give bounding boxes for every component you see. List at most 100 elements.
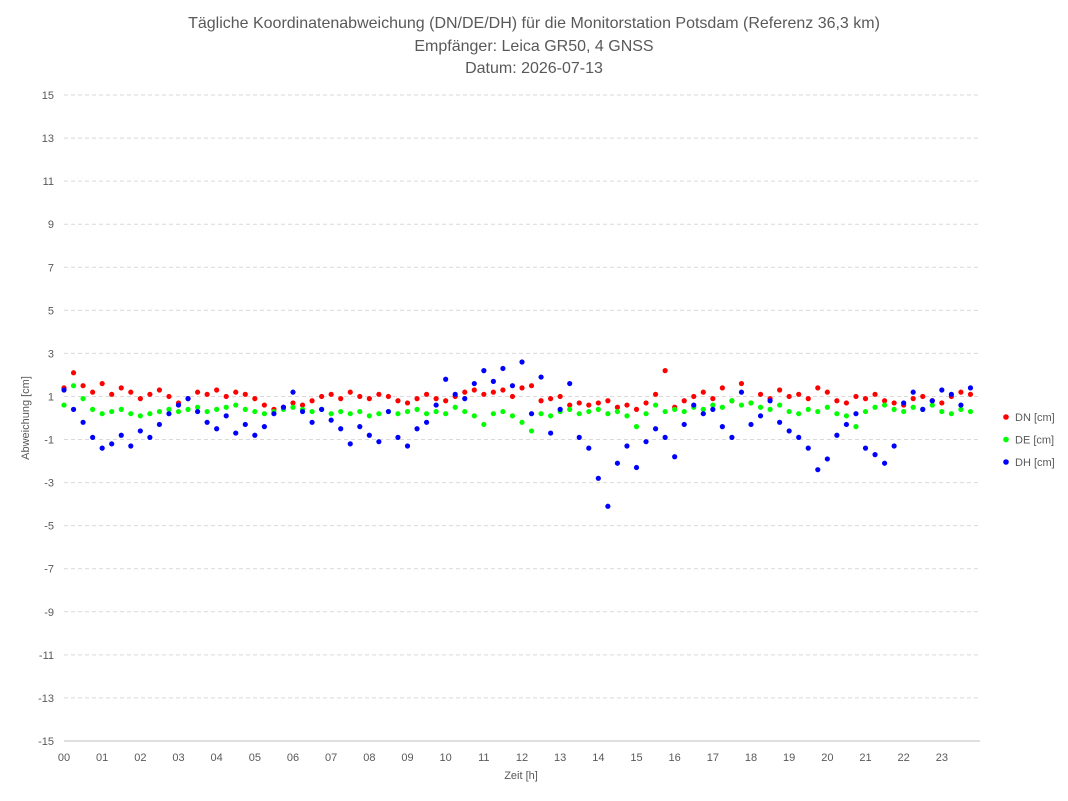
data-point <box>90 406 96 412</box>
data-point <box>452 391 458 397</box>
data-point <box>385 408 392 415</box>
data-point <box>652 426 659 432</box>
data-point <box>633 424 640 430</box>
data-point <box>328 417 334 423</box>
y-tick-label: -7 <box>44 564 54 576</box>
x-tick-label: 18 <box>745 752 757 764</box>
data-point <box>280 404 287 410</box>
x-axis-title: Zeit [h] <box>504 770 538 782</box>
data-point <box>805 396 811 402</box>
data-point <box>891 400 897 406</box>
data-point <box>757 404 764 410</box>
data-point <box>538 374 544 380</box>
data-point <box>242 421 248 428</box>
data-point <box>891 443 897 449</box>
x-tick-label: 04 <box>211 752 223 764</box>
data-point <box>147 434 153 440</box>
data-point <box>652 391 659 397</box>
data-point <box>567 402 573 408</box>
data-point <box>548 430 554 436</box>
data-point <box>128 443 134 449</box>
data-point <box>500 365 506 372</box>
data-point <box>853 393 859 400</box>
data-point <box>920 393 926 400</box>
data-point <box>290 404 296 410</box>
data-point <box>967 385 974 391</box>
data-point <box>881 460 888 466</box>
x-tick-label: 19 <box>783 752 795 764</box>
data-point <box>70 383 77 389</box>
data-point <box>443 376 449 382</box>
data-point <box>261 424 267 430</box>
legend-marker <box>1003 414 1009 420</box>
data-point <box>338 408 344 415</box>
data-point <box>471 387 477 393</box>
data-point <box>61 387 67 393</box>
data-point <box>395 434 401 440</box>
x-axis-ticks: 00 01 02 03 04 05 06 07 08 09 10 11 12 13 14 15 16 17 18 19… <box>58 752 948 764</box>
data-point <box>70 370 77 376</box>
x-tick-label: 01 <box>96 752 108 764</box>
data-point <box>423 391 430 397</box>
data-point <box>223 413 229 419</box>
data-point <box>796 411 802 417</box>
data-point <box>319 406 325 412</box>
data-point <box>433 396 439 402</box>
data-point <box>700 406 706 412</box>
data-point <box>214 406 220 412</box>
data-point <box>872 452 878 458</box>
y-tick-label: -15 <box>38 736 54 748</box>
x-tick-label: 13 <box>554 752 566 764</box>
data-point <box>939 387 945 393</box>
data-point <box>490 389 496 395</box>
data-point <box>624 443 630 449</box>
data-point <box>385 393 392 400</box>
data-point <box>815 408 821 415</box>
data-point <box>366 432 372 438</box>
data-point <box>652 402 659 408</box>
data-point <box>309 419 315 425</box>
plot-area <box>61 359 974 509</box>
data-point <box>376 391 382 397</box>
y-tick-label: -5 <box>44 521 54 533</box>
data-point <box>185 396 191 402</box>
data-point <box>719 424 725 430</box>
x-tick-label: 14 <box>592 752 604 764</box>
data-point <box>299 402 306 408</box>
data-point <box>939 408 945 415</box>
data-point <box>223 404 229 410</box>
data-point <box>194 404 201 410</box>
data-point <box>443 411 449 417</box>
data-point <box>338 396 344 402</box>
data-point <box>500 387 506 393</box>
data-point <box>528 428 535 434</box>
data-point <box>843 400 850 406</box>
data-point <box>605 398 611 404</box>
data-point <box>710 402 716 408</box>
data-point <box>881 398 888 404</box>
data-point <box>175 402 182 408</box>
data-point <box>643 411 649 417</box>
data-point <box>271 411 277 417</box>
chart-title-line-3: Datum: 2026-07-13 <box>465 60 603 77</box>
data-point <box>519 359 525 365</box>
data-point <box>156 387 163 393</box>
data-point <box>500 408 506 415</box>
y-tick-label: -9 <box>44 607 54 619</box>
data-point <box>214 387 220 393</box>
data-point <box>99 445 105 451</box>
data-point <box>252 432 258 438</box>
data-point <box>90 389 96 395</box>
data-point <box>834 411 840 417</box>
data-point <box>910 389 916 395</box>
y-tick-label: 9 <box>48 219 54 231</box>
data-point <box>872 391 878 397</box>
data-point <box>137 428 143 434</box>
data-point <box>490 411 496 417</box>
data-point <box>881 402 888 408</box>
gridlines <box>64 94 980 742</box>
data-point <box>376 439 382 445</box>
data-point <box>958 406 964 412</box>
